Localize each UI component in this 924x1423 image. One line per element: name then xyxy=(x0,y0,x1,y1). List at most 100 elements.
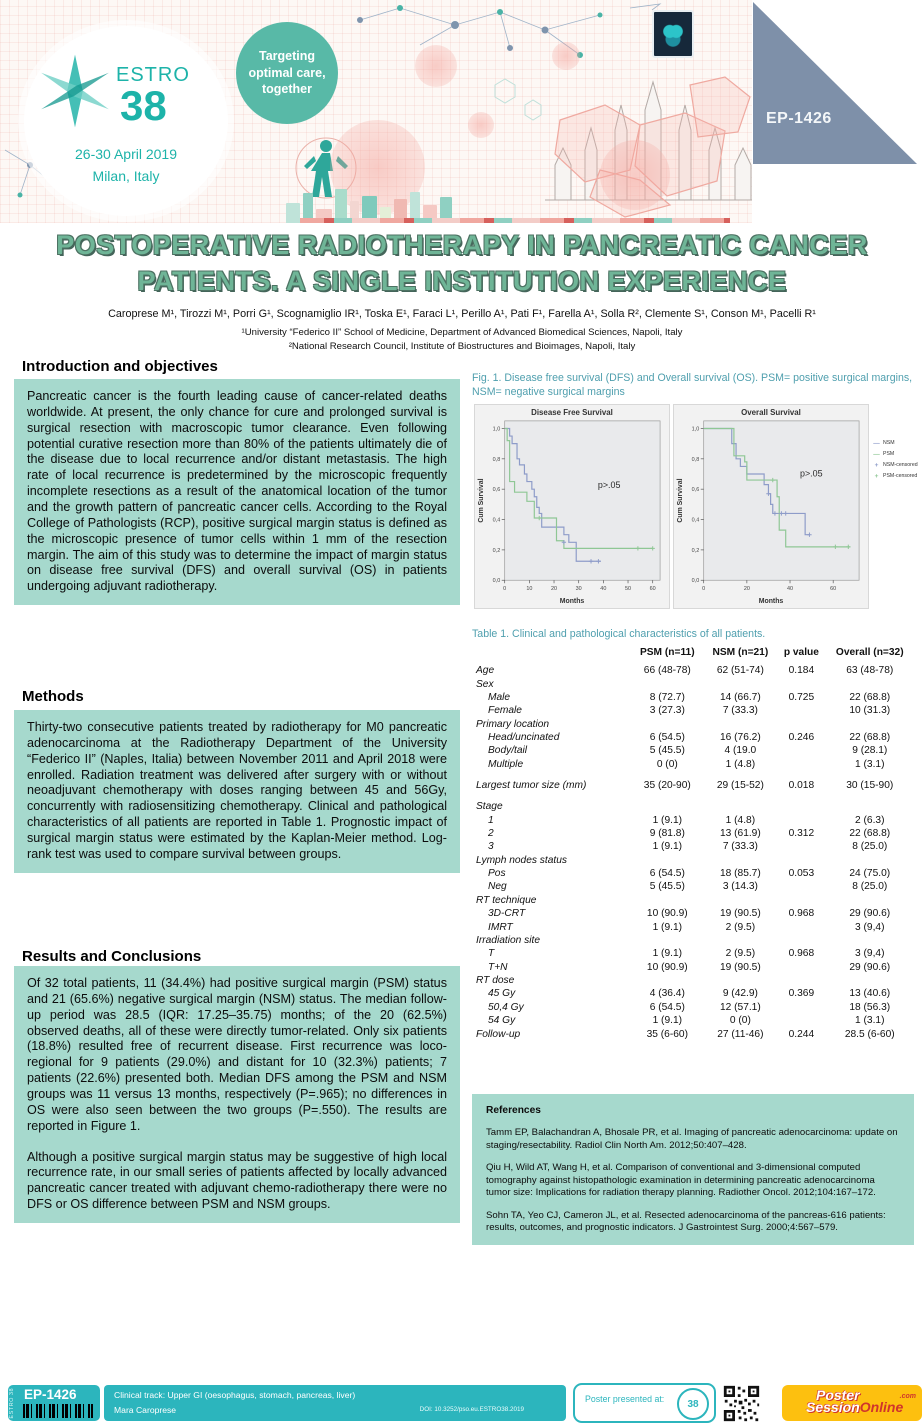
estro38-round-logo-number: 38 xyxy=(687,1398,699,1410)
barcode xyxy=(23,1404,93,1418)
svg-text:50: 50 xyxy=(625,586,631,592)
poster-title: POSTOPERATIVE RADIOTHERAPY IN PANCREATIC… xyxy=(56,230,868,296)
table-cell: 4 (19.0 xyxy=(724,745,757,757)
table-row: IMRT 1 (9.1) 2 (9.5) 3 (9,4) xyxy=(472,920,914,933)
table-cell xyxy=(777,961,825,974)
table-cell: 35 (20-90) xyxy=(643,780,691,791)
svg-text:0,2: 0,2 xyxy=(493,548,501,554)
table-row-label: 45 Gy xyxy=(488,988,516,1000)
table-row: Primary location xyxy=(472,718,914,731)
table-header-row: PSM (n=11) NSM (n=21) p value Overall (n=32… xyxy=(472,645,914,664)
legend-label: NSM-censored xyxy=(883,462,918,469)
methods-box: Thirty-two consecutive patients treated … xyxy=(14,710,460,873)
reference-item: Tamm EP, Balachandran A, Bhosale PR, et … xyxy=(486,1127,898,1151)
qr-code xyxy=(722,1384,761,1423)
table-cell xyxy=(631,677,703,690)
table-row: Male 8 (72.7) 14 (66.7) 0.725 22 (68.8) xyxy=(472,691,914,704)
doi-label: DOI: 10.3252/pso.eu.ESTRO38.2019 xyxy=(419,1406,524,1413)
legend-swatch: — xyxy=(873,451,880,459)
poster-id-triangle xyxy=(753,2,917,164)
svg-text:p>.05: p>.05 xyxy=(800,469,823,479)
legend-item: + NSM-censored xyxy=(872,460,918,471)
table-cell xyxy=(703,718,777,731)
table-cell: 2 (9.5) xyxy=(725,921,756,933)
table-row: 50,4 Gy 6 (54.5) 12 (57.1) 18 (56.3) xyxy=(472,1001,914,1014)
references-box: References Tamm EP, Balachandran A, Bhos… xyxy=(472,1094,914,1245)
table-cell xyxy=(777,934,825,947)
svg-text:0,6: 0,6 xyxy=(493,487,501,493)
introduction-box: Pancreatic cancer is the fourth leading … xyxy=(14,379,460,606)
table-row: Lymph nodes status xyxy=(472,854,914,867)
table-cell xyxy=(777,792,825,813)
table-row: Largest tumor size (mm) 35 (20-90) 29 (15-… xyxy=(472,771,914,792)
presented-at-badge: Poster presented at: 38 xyxy=(573,1383,716,1423)
table-cell xyxy=(631,854,703,867)
pink-blob-decoration xyxy=(600,140,670,210)
table-row: 3 1 (9.1) 7 (33.3) 8 (25.0) xyxy=(472,840,914,853)
table-cell xyxy=(777,894,825,907)
table-cell: 29 (15-52) xyxy=(716,780,764,791)
table-row-label: 3 xyxy=(488,841,494,853)
table-row-label: Follow-up xyxy=(476,1028,521,1040)
table-row-label: Largest tumor size (mm) xyxy=(476,780,587,791)
table-cell xyxy=(631,894,703,907)
table-cell: 14 (66.7) xyxy=(719,691,761,703)
banner-bottom-strip xyxy=(300,218,730,223)
header-banner: ESTRO 38 26-30 April 2019 Milan, Italy T… xyxy=(0,0,752,223)
table-cell: 1 (3.1) xyxy=(855,1015,885,1027)
table-row-label: Female xyxy=(488,705,522,717)
table-cell xyxy=(703,974,777,987)
table-row: Head/uncinated 6 (54.5) 16 (76.2) 0.246 22 (… xyxy=(472,731,914,744)
presenter-name: Mara Caroprese xyxy=(114,1405,177,1415)
table-cell xyxy=(777,758,825,771)
table-cell xyxy=(777,704,825,717)
table-cell: 0.246 xyxy=(788,732,815,744)
table-cell: 16 (76.2) xyxy=(719,732,761,744)
table-row-label: 54 Gy xyxy=(488,1015,516,1027)
table-cell: 3 (9,4) xyxy=(855,921,885,933)
table-row-label: 50,4 Gy xyxy=(488,1001,524,1013)
table-cell: 66 (48-78) xyxy=(643,665,691,677)
svg-text:p>.05: p>.05 xyxy=(598,480,621,490)
table-row-label: Neg xyxy=(488,881,507,893)
table-cell: 9 (42.9) xyxy=(722,988,758,1000)
table-cell: 22 (68.8) xyxy=(849,732,891,744)
chart-legend: — NSM — PSM + NSM-censored + PSM-censored xyxy=(872,438,918,482)
methods-heading: Methods xyxy=(22,688,84,705)
table-cell: 5 (45.5) xyxy=(649,881,685,893)
km-chart-dfs: Disease Free Survival 0,0 0,2 0,4 0,6 0,8 1,0 0… xyxy=(474,404,670,609)
table-cell xyxy=(826,894,914,907)
table-row: 45 Gy 4 (36.4) 9 (42.9) 0.369 13 (40.6) xyxy=(472,987,914,1000)
table-cell: 6 (54.5) xyxy=(649,1001,685,1013)
brand-session: Session xyxy=(806,1399,860,1415)
footer-estro-vertical-label: ESTRO 38 xyxy=(9,1388,15,1419)
methods-text: Thirty-two consecutive patients treated … xyxy=(27,720,447,861)
table-cell: 0.244 xyxy=(788,1028,815,1040)
presented-at-text: Poster presented at: xyxy=(585,1394,665,1404)
table-row-label: 2 xyxy=(488,827,494,839)
table-cell xyxy=(777,677,825,690)
table-cell: 29 (90.6) xyxy=(849,961,891,973)
table-cell: 18 (85.7) xyxy=(719,868,761,880)
table-row-label: 1 xyxy=(488,814,494,826)
table-cell: 0.725 xyxy=(788,691,815,703)
table-cell: 29 (90.6) xyxy=(849,908,891,920)
svg-text:1,0: 1,0 xyxy=(493,426,501,432)
table-header-cell: NSM (n=21) xyxy=(712,647,769,658)
event-dates: 26-30 April 2019 xyxy=(75,146,177,162)
brand-tld: .com xyxy=(899,1393,916,1400)
svg-text:20: 20 xyxy=(744,586,750,592)
table-cell: 1 (3.1) xyxy=(855,758,885,770)
svg-text:0,8: 0,8 xyxy=(493,457,501,463)
table-cell: 10 (31.3) xyxy=(849,705,891,717)
table-row: T 1 (9.1) 2 (9.5) 0.968 3 (9,4) xyxy=(472,947,914,960)
results-text-2: Although a positive surgical margin stat… xyxy=(27,1149,447,1212)
table-cell: 8 (25.0) xyxy=(852,881,888,893)
svg-text:0,8: 0,8 xyxy=(692,457,700,463)
table-cell: 63 (48-78) xyxy=(846,665,894,677)
table-row-label: RT technique xyxy=(476,894,537,906)
table-cell: 10 (90.9) xyxy=(646,961,688,973)
estro-number: 38 xyxy=(120,82,167,129)
table-cell: 0.369 xyxy=(788,988,815,1000)
table-cell xyxy=(703,894,777,907)
